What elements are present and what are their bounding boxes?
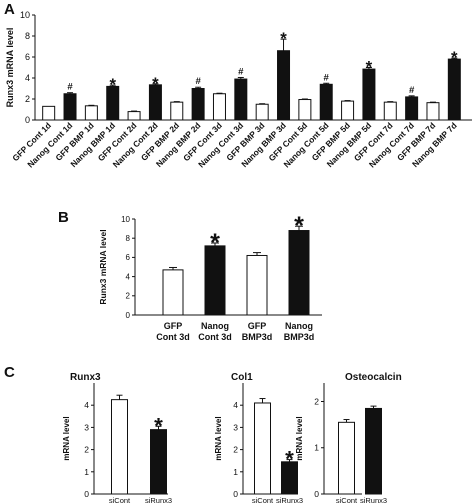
y-tick-label: 10 bbox=[20, 10, 30, 20]
significance-star: * bbox=[154, 413, 163, 438]
bar bbox=[42, 105, 56, 121]
x-tick-label: Cont 3d bbox=[198, 332, 232, 342]
bar bbox=[162, 269, 184, 316]
significance-star: * bbox=[451, 48, 458, 67]
y-tick-label: 1 bbox=[233, 467, 238, 477]
y-tick-label: 2 bbox=[126, 292, 131, 301]
bar bbox=[246, 254, 268, 316]
y-tick-label: 8 bbox=[126, 234, 131, 243]
significance-star: * bbox=[109, 75, 116, 94]
bar bbox=[298, 99, 312, 121]
y-axis-label: mRNA level bbox=[295, 416, 304, 460]
significance-hash: # bbox=[67, 82, 73, 93]
significance-hash: # bbox=[409, 85, 415, 96]
bar bbox=[426, 102, 440, 121]
significance-star: * bbox=[366, 58, 373, 77]
x-tick-label: siRunx3 bbox=[145, 496, 172, 504]
y-tick-label: 0 bbox=[233, 489, 238, 499]
x-tick-label: siRunx3 bbox=[360, 496, 387, 504]
y-tick-label: 10 bbox=[121, 215, 130, 224]
significance-star: * bbox=[294, 212, 304, 240]
x-tick-label: BMP3d bbox=[242, 332, 273, 342]
x-tick-label: Nanog bbox=[285, 321, 313, 331]
y-tick-label: 4 bbox=[84, 400, 89, 410]
y-axis-label: mRNA level bbox=[62, 416, 71, 460]
panel-c-col1-chart: Col1 0 1 2 3 4 mRNA level siCont * siRunx3 bbox=[214, 372, 303, 504]
x-tick-label: BMP3d bbox=[284, 332, 315, 342]
y-axis-label: Runx3 mRNA level bbox=[98, 229, 108, 304]
y-tick-label: 4 bbox=[233, 400, 238, 410]
x-tick-label: GFP bbox=[164, 321, 183, 331]
panel-c-runx3-chart: Runx3 0 1 2 3 4 mRNA level siCont * siRunx3 bbox=[62, 372, 172, 504]
y-axis-label: Runx3 mRNA level bbox=[5, 28, 15, 108]
y-tick-label: 0 bbox=[314, 489, 319, 499]
significance-star: * bbox=[152, 74, 159, 93]
x-tick-label: Cont 3d bbox=[156, 332, 190, 342]
y-tick-label: 2 bbox=[233, 445, 238, 455]
chart-title: Runx3 bbox=[70, 372, 101, 383]
significance-hash: # bbox=[238, 66, 244, 77]
bar bbox=[170, 101, 184, 121]
x-tick-label: siRunx3 bbox=[276, 496, 303, 504]
y-tick-label: 2 bbox=[84, 445, 89, 455]
bar bbox=[255, 103, 269, 121]
bar bbox=[277, 50, 291, 121]
y-tick-label: 8 bbox=[25, 31, 30, 41]
bar bbox=[63, 93, 77, 121]
x-tick-label: Nanog bbox=[201, 321, 229, 331]
panel-a-letter: A bbox=[4, 1, 15, 18]
y-tick-label: 0 bbox=[25, 115, 30, 125]
bar bbox=[383, 101, 397, 121]
bar bbox=[254, 402, 271, 495]
significance-hash: # bbox=[195, 76, 201, 87]
chart-title: Osteocalcin bbox=[345, 372, 402, 383]
y-tick-label: 3 bbox=[84, 422, 89, 432]
bar bbox=[111, 399, 128, 495]
panel-c-osteocalcin-chart: Osteocalcin 0 1 2 mRNA level siCont siRunx3 bbox=[295, 372, 402, 504]
y-tick-label: 6 bbox=[25, 52, 30, 62]
y-axis-label: mRNA level bbox=[214, 416, 223, 460]
significance-star: * bbox=[210, 229, 220, 257]
significance-hash: # bbox=[324, 72, 330, 83]
y-tick-label: 0 bbox=[126, 311, 131, 320]
x-tick-label: GFP bbox=[248, 321, 267, 331]
y-tick-label: 4 bbox=[126, 272, 131, 281]
y-tick-label: 4 bbox=[25, 73, 30, 83]
bar bbox=[447, 58, 461, 121]
y-tick-label: 6 bbox=[126, 253, 131, 262]
y-tick-label: 0 bbox=[84, 489, 89, 499]
bar bbox=[341, 100, 355, 121]
bar bbox=[84, 105, 98, 121]
y-tick-label: 3 bbox=[233, 422, 238, 432]
panel-b-letter: B bbox=[58, 209, 69, 226]
bar bbox=[212, 93, 226, 121]
bar bbox=[191, 88, 205, 121]
x-tick-label: siCont bbox=[336, 496, 358, 504]
bar bbox=[405, 96, 419, 121]
x-tick-label: siCont bbox=[109, 496, 131, 504]
bar bbox=[319, 83, 333, 121]
significance-star: * bbox=[280, 29, 287, 48]
bar bbox=[150, 429, 167, 495]
bar bbox=[288, 230, 310, 316]
significance-star: * bbox=[285, 447, 294, 472]
bar bbox=[234, 78, 248, 121]
bar bbox=[362, 68, 376, 121]
panel-c-letter: C bbox=[4, 364, 15, 381]
y-tick-label: 2 bbox=[314, 396, 319, 406]
chart-title: Col1 bbox=[231, 372, 253, 383]
y-tick-label: 2 bbox=[25, 94, 30, 104]
bar bbox=[127, 111, 141, 121]
bar bbox=[365, 407, 382, 495]
bar bbox=[338, 421, 355, 495]
y-tick-label: 1 bbox=[314, 443, 319, 453]
x-tick-label: siCont bbox=[252, 496, 274, 504]
y-tick-label: 1 bbox=[84, 467, 89, 477]
